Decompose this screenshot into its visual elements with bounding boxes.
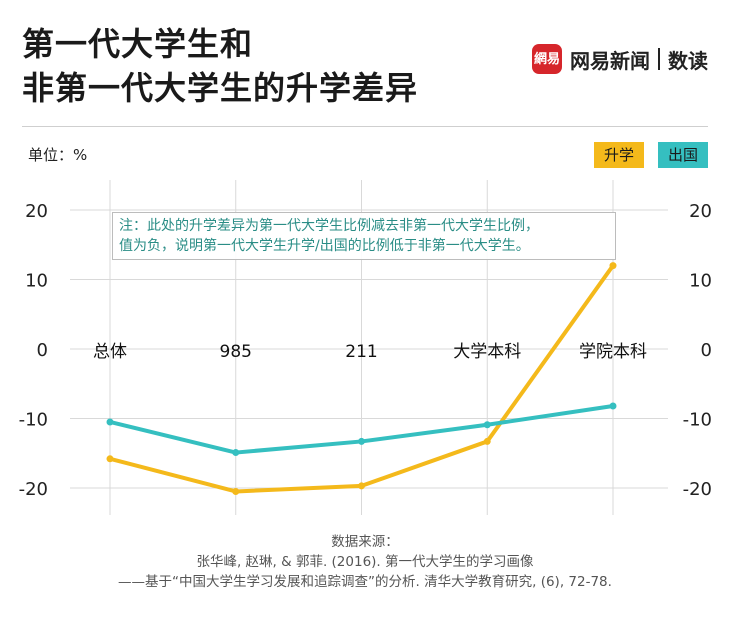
data-point [232,487,240,495]
unit-label: 单位：% [28,146,88,164]
source-line-2: 张华峰, 赵琳, & 郭菲. (2016). 第一代大学生的学习画像 [196,554,534,570]
data-point [483,437,491,445]
chart-note: 注：此处的升学差异为第一代大学生比例减去非第一代大学生比例， 值为负，说明第一代… [112,212,616,260]
header-divider [22,126,708,127]
x-category-label: 211 [345,342,377,362]
data-point [106,455,114,463]
x-category-label: 学院本科 [579,342,647,362]
note-line-1: 注：此处的升学差异为第一代大学生比例减去非第一代大学生比例， [119,218,539,234]
data-point [358,437,365,445]
x-category-label: 大学本科 [453,342,521,362]
x-category-label: 总体 [93,342,127,362]
legend-abroad: 出国 [657,142,708,168]
legend-upgrade: 升学 [593,142,644,168]
y-tick-label-left: 10 [25,271,48,292]
brand: 網易 网易新闻 数读 [532,44,708,74]
title-line-1: 第一代大学生和 [22,25,254,63]
data-point [483,421,491,429]
chart-title: 第一代大学生和 非第一代大学生的升学差异 [22,22,418,110]
data-source: 数据来源： 张华峰, 赵琳, & 郭菲. (2016). 第一代大学生的学习画像… [0,532,730,592]
note-line-2: 值为负，说明第一代大学生升学/出国的比例低于非第一代大学生。 [119,238,530,254]
data-point [609,402,617,410]
data-point [232,449,240,457]
data-point [106,418,114,426]
y-tick-label-left: -10 [19,410,48,431]
x-category-label: 985 [220,342,252,362]
data-point [358,482,365,490]
source-line-1: 数据来源： [331,534,399,550]
y-tick-label-right: -10 [683,410,712,431]
data-point [609,262,617,270]
y-tick-label-right: 20 [689,201,712,222]
brand-name: 网易新闻 [570,48,650,73]
y-tick-label-right: -20 [683,479,712,500]
y-tick-label-left: -20 [19,479,48,500]
y-tick-label-right: 10 [689,271,712,292]
brand-sub: 数读 [668,48,708,73]
source-line-3: ——基于“中国大学生学习发展和追踪调查”的分析. 清华大学教育研究, (6), … [118,574,612,590]
netease-logo-icon: 網易 [532,44,562,74]
legend: 升学 出国 [593,142,708,168]
title-line-2: 非第一代大学生的升学差异 [22,69,419,107]
y-tick-label-left: 20 [25,201,48,222]
brand-separator [658,48,660,70]
y-tick-label-right: 0 [701,340,712,361]
y-tick-label-left: 0 [37,340,48,361]
